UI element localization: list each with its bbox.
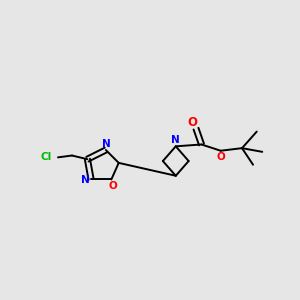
- Text: N: N: [171, 135, 180, 145]
- Text: O: O: [109, 181, 118, 191]
- Text: Cl: Cl: [40, 152, 51, 162]
- Text: O: O: [216, 152, 225, 162]
- Text: N: N: [102, 140, 111, 149]
- Text: N: N: [81, 175, 90, 185]
- Text: O: O: [187, 116, 197, 128]
